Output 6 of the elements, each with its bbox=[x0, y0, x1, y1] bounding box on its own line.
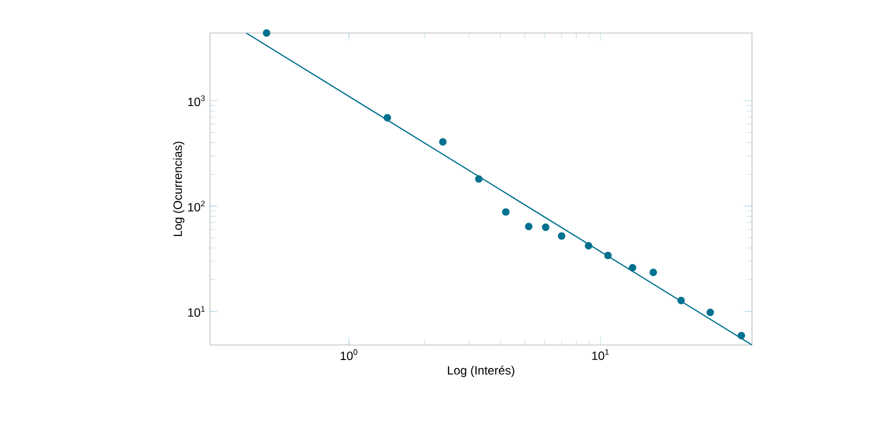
x-tick-label: 10$^{0}$ bbox=[340, 349, 358, 360]
x-axis-title: Log (Interés) bbox=[448, 366, 514, 377]
y-axis-title: Log (Ocurrencias) bbox=[173, 142, 184, 236]
y-tick-label: 10$^{3}$ bbox=[188, 95, 205, 106]
y-tick-label: 10$^{1}$ bbox=[188, 306, 205, 317]
y-tick-label: 10$^{2}$ bbox=[188, 200, 205, 212]
